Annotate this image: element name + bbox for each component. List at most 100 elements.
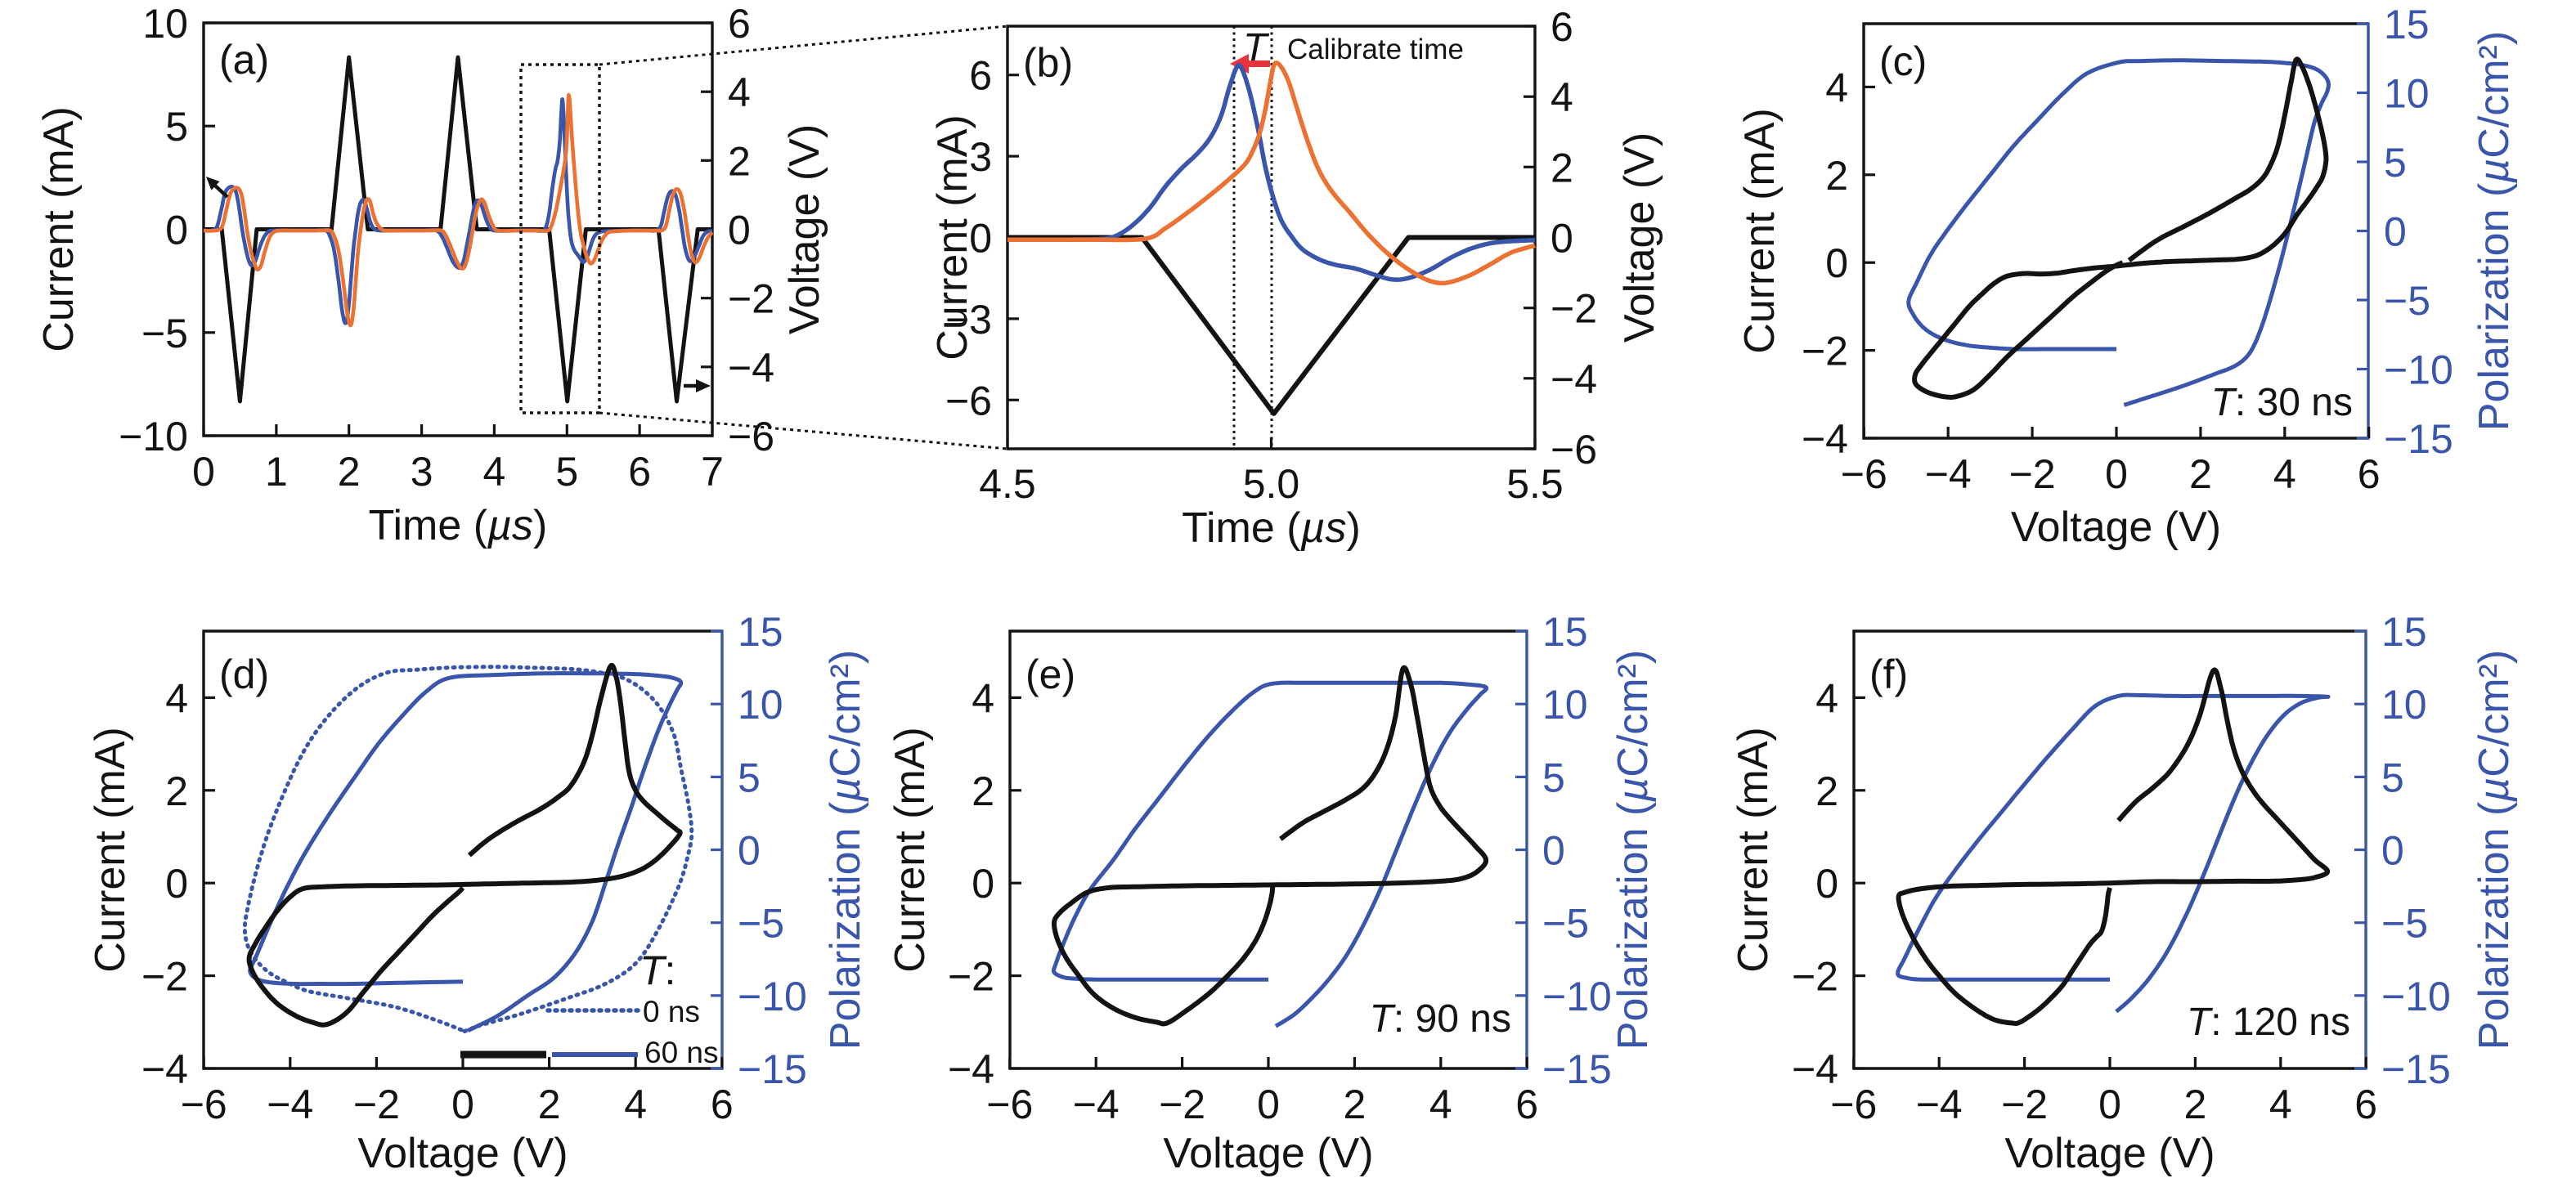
svg-text:4: 4 <box>1815 675 1838 721</box>
svg-text:5: 5 <box>1542 755 1565 800</box>
svg-text:−15: −15 <box>2381 1046 2451 1092</box>
svg-text:10: 10 <box>2384 71 2430 117</box>
svg-text:Current (mA): Current (mA) <box>1736 108 1784 353</box>
svg-text:−4: −4 <box>1073 1082 1120 1127</box>
svg-text:0: 0 <box>1542 828 1565 874</box>
svg-text:0: 0 <box>1825 240 1848 286</box>
svg-text:0: 0 <box>969 216 992 262</box>
svg-text:4: 4 <box>1825 65 1848 110</box>
svg-text:Time (µs): Time (µs) <box>369 502 548 549</box>
svg-text:−6: −6 <box>1551 427 1597 473</box>
svg-text:−4: −4 <box>948 1046 994 1092</box>
svg-text:(b): (b) <box>1023 40 1073 86</box>
svg-text:−10: −10 <box>2381 974 2451 1019</box>
svg-text:(e): (e) <box>1025 652 1075 697</box>
svg-text:−2: −2 <box>1802 329 1848 374</box>
svg-text:T:: T: <box>640 947 675 993</box>
svg-text:0: 0 <box>2384 209 2407 255</box>
svg-text:0: 0 <box>451 1082 474 1127</box>
svg-text:0: 0 <box>2105 451 2128 497</box>
svg-text:2: 2 <box>2183 1082 2206 1127</box>
svg-text:4: 4 <box>728 69 751 115</box>
svg-text:7: 7 <box>701 449 724 495</box>
svg-text:Polarization (µC/cm²): Polarization (µC/cm²) <box>2471 31 2518 431</box>
svg-text:−4: −4 <box>141 1046 188 1092</box>
svg-text:1: 1 <box>265 449 288 495</box>
svg-text:4: 4 <box>1429 1082 1452 1127</box>
svg-text:−5: −5 <box>141 311 188 356</box>
svg-text:−3: −3 <box>945 297 992 343</box>
svg-text:0: 0 <box>728 208 751 253</box>
svg-text:T: 30 ns: T: 30 ns <box>2211 381 2353 424</box>
svg-text:(a): (a) <box>219 37 269 83</box>
svg-text:3: 3 <box>969 134 992 180</box>
svg-text:−6: −6 <box>1830 1082 1877 1127</box>
svg-text:4: 4 <box>972 675 994 721</box>
svg-text:10: 10 <box>738 682 783 728</box>
svg-text:15: 15 <box>2384 2 2430 47</box>
svg-text:−6: −6 <box>181 1082 227 1127</box>
svg-text:0: 0 <box>1257 1082 1280 1127</box>
svg-text:Current (mA): Current (mA) <box>87 727 134 972</box>
svg-text:0: 0 <box>192 449 215 495</box>
svg-text:−10: −10 <box>738 974 807 1019</box>
svg-text:2: 2 <box>1551 145 1573 190</box>
svg-text:(c): (c) <box>1879 38 1927 84</box>
svg-text:0: 0 <box>1815 861 1838 907</box>
svg-text:5.5: 5.5 <box>1506 461 1564 507</box>
svg-text:−4: −4 <box>728 345 774 391</box>
svg-text:2: 2 <box>728 138 751 184</box>
svg-text:Voltage (V): Voltage (V) <box>1163 1130 1373 1177</box>
svg-text:−4: −4 <box>267 1082 313 1127</box>
svg-text:−2: −2 <box>1159 1082 1205 1127</box>
svg-text:−6: −6 <box>728 414 774 459</box>
svg-text:−6: −6 <box>945 378 992 423</box>
svg-text:0 ns: 0 ns <box>643 995 700 1028</box>
svg-text:Voltage (V): Voltage (V) <box>2011 504 2221 551</box>
svg-text:6: 6 <box>728 1 751 47</box>
svg-text:−5: −5 <box>2384 278 2430 324</box>
svg-text:−6: −6 <box>1841 451 1887 497</box>
svg-text:−2: −2 <box>1551 286 1597 332</box>
svg-text:T: 90 ns: T: 90 ns <box>1370 997 1511 1041</box>
svg-text:−5: −5 <box>2381 901 2428 947</box>
svg-text:Voltage (V): Voltage (V) <box>2004 1130 2215 1177</box>
svg-text:−2: −2 <box>353 1082 400 1127</box>
svg-text:4: 4 <box>2273 451 2296 497</box>
svg-text:Current (mA): Current (mA) <box>929 114 976 360</box>
svg-text:6: 6 <box>2354 1082 2377 1127</box>
svg-text:5: 5 <box>555 449 578 495</box>
svg-text:4: 4 <box>1551 74 1573 120</box>
svg-text:10: 10 <box>1542 682 1588 728</box>
svg-text:−6: −6 <box>986 1082 1033 1127</box>
svg-text:T: 120 ns: T: 120 ns <box>2187 1001 2350 1044</box>
svg-text:10: 10 <box>2381 682 2427 728</box>
svg-text:−5: −5 <box>1542 901 1589 947</box>
svg-text:4: 4 <box>2269 1082 2292 1127</box>
svg-text:15: 15 <box>738 609 783 655</box>
svg-text:Voltage (V): Voltage (V) <box>1616 132 1663 343</box>
svg-text:−10: −10 <box>1542 974 1612 1019</box>
svg-text:−2: −2 <box>2001 1082 2048 1127</box>
svg-text:5.0: 5.0 <box>1243 461 1300 507</box>
svg-text:10: 10 <box>142 1 188 47</box>
svg-text:−4: −4 <box>1792 1046 1838 1092</box>
svg-text:4: 4 <box>482 449 505 495</box>
svg-text:4: 4 <box>624 1082 647 1127</box>
svg-text:Voltage (V): Voltage (V) <box>357 1130 568 1177</box>
svg-text:−2: −2 <box>728 276 774 322</box>
svg-text:Calibrate time: Calibrate time <box>1287 34 1464 65</box>
svg-text:6: 6 <box>628 449 651 495</box>
svg-text:6: 6 <box>711 1082 734 1127</box>
svg-text:2: 2 <box>165 768 188 814</box>
svg-text:−2: −2 <box>948 954 994 1000</box>
svg-text:−2: −2 <box>2009 451 2056 497</box>
svg-text:Polarization (µC/cm²): Polarization (µC/cm²) <box>1609 650 1657 1050</box>
svg-text:−5: −5 <box>738 901 784 947</box>
svg-text:−4: −4 <box>1916 1082 1963 1127</box>
svg-text:−4: −4 <box>1551 356 1597 402</box>
svg-text:4: 4 <box>165 675 188 721</box>
svg-text:Time (µs): Time (µs) <box>1182 504 1361 552</box>
svg-text:−15: −15 <box>738 1046 807 1092</box>
svg-text:(d): (d) <box>219 652 269 697</box>
